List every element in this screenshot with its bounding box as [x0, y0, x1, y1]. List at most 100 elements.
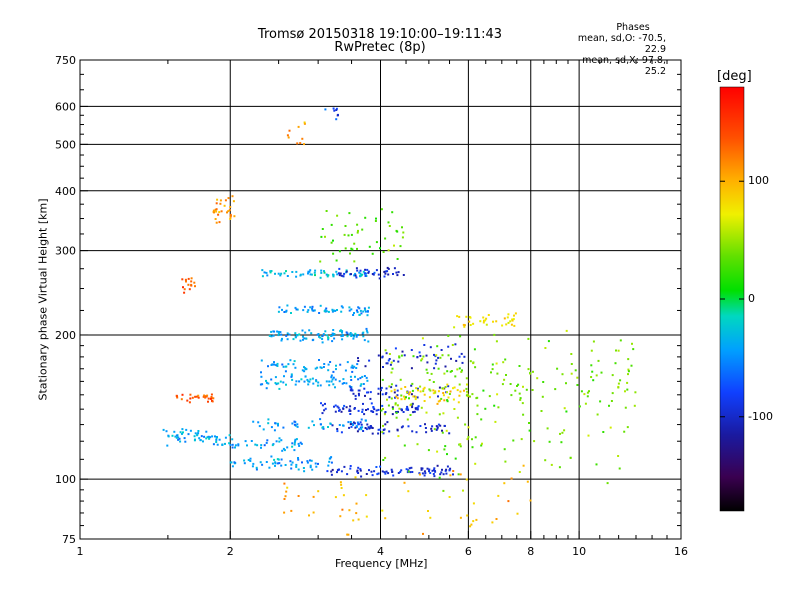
data-point [407, 425, 410, 428]
data-point [507, 313, 510, 316]
data-point [381, 393, 384, 396]
data-point [340, 410, 343, 413]
data-point [234, 444, 237, 447]
data-point [466, 390, 469, 393]
data-point [390, 361, 393, 364]
data-point [432, 392, 435, 395]
data-point [275, 440, 278, 443]
data-point [308, 380, 311, 383]
data-point [355, 335, 358, 338]
data-point [184, 278, 187, 281]
data-point [360, 312, 363, 315]
data-point [465, 387, 468, 390]
data-point [343, 465, 346, 468]
data-point [349, 405, 352, 408]
data-point [320, 269, 323, 272]
data-point [321, 338, 324, 340]
data-point [181, 278, 184, 281]
data-point [327, 337, 330, 339]
data-point [377, 273, 380, 276]
data-point [293, 443, 296, 446]
data-point [176, 396, 179, 399]
data-point [294, 383, 297, 386]
data-point [432, 389, 435, 392]
data-point [362, 335, 365, 338]
data-point [336, 430, 339, 433]
data-point [294, 332, 297, 335]
data-point [407, 470, 410, 473]
data-point [354, 274, 357, 277]
data-point [330, 376, 333, 379]
data-point [274, 376, 277, 379]
data-point [365, 428, 368, 431]
data-point [349, 467, 352, 470]
data-point [371, 432, 374, 435]
data-point [448, 393, 451, 395]
data-point [437, 367, 440, 370]
data-point [385, 387, 388, 390]
data-point [265, 387, 268, 390]
data-point [277, 332, 280, 335]
data-point [359, 269, 362, 272]
data-point [342, 275, 345, 278]
data-point [578, 405, 581, 408]
data-point [185, 428, 188, 431]
data-point [226, 211, 228, 214]
data-point [462, 489, 464, 492]
data-point [446, 400, 449, 403]
data-point [315, 465, 318, 468]
data-point [391, 471, 394, 473]
data-point [304, 367, 307, 370]
data-point [626, 388, 629, 391]
data-point [348, 426, 351, 429]
data-point [309, 273, 312, 276]
data-point [329, 422, 332, 425]
data-point [265, 379, 267, 382]
data-point [392, 359, 395, 362]
data-point [351, 333, 354, 336]
data-point [354, 332, 357, 335]
data-point [302, 309, 305, 312]
data-point [617, 386, 620, 389]
data-point [437, 356, 440, 359]
data-point [488, 395, 491, 398]
data-point [586, 391, 589, 394]
data-point [584, 402, 587, 405]
data-point [377, 428, 380, 431]
data-point [412, 411, 415, 414]
data-point [449, 370, 452, 373]
data-point [190, 284, 193, 287]
data-point [258, 425, 261, 428]
data-point [215, 208, 218, 211]
data-point [356, 247, 358, 250]
colorbar-unit: [deg] [717, 69, 752, 84]
data-point [274, 461, 277, 464]
data-point [433, 367, 436, 370]
data-point [383, 270, 386, 273]
data-point [362, 310, 365, 313]
data-point [210, 396, 213, 398]
data-point [398, 355, 401, 358]
data-point [340, 310, 343, 313]
data-point [306, 461, 309, 464]
data-point [382, 424, 384, 427]
data-point [464, 423, 467, 426]
data-point [285, 270, 287, 273]
data-point [505, 374, 507, 376]
data-point [321, 412, 324, 415]
data-point [301, 137, 304, 140]
data-point [420, 406, 423, 409]
data-point [207, 400, 209, 403]
data-point [361, 332, 364, 335]
data-point [297, 458, 300, 461]
data-point [293, 423, 296, 426]
data-point [447, 334, 450, 337]
data-point [565, 329, 568, 332]
data-point [460, 352, 463, 355]
data-point [325, 334, 328, 337]
data-point [570, 353, 573, 355]
data-point [360, 423, 363, 426]
data-point [395, 416, 398, 419]
data-point [328, 460, 331, 463]
data-point [265, 461, 268, 463]
